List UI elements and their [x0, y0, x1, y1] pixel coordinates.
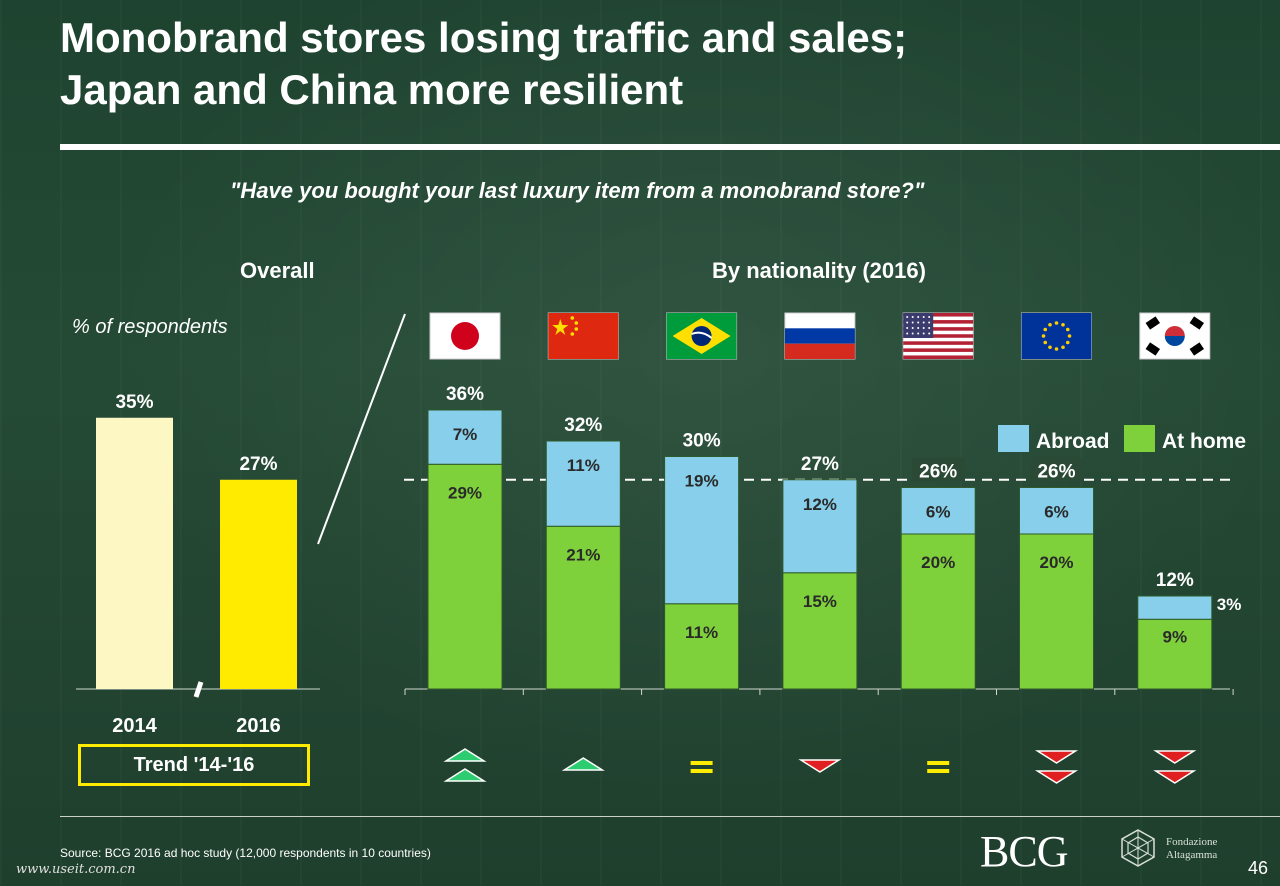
flag-eu-icon: [1021, 312, 1092, 360]
nationality-chart: 29% 7% 36% 21% 11% 32% 11% 19% 30% 15% 12% 27% 20% 6%…: [404, 384, 1241, 695]
bar-at-home-Russia: [782, 572, 858, 690]
trend-down-icon: [1034, 750, 1079, 764]
axis-break-mark: [193, 681, 204, 698]
overall-category-label: 2014: [112, 715, 157, 737]
total-value-label: 26%: [919, 462, 957, 483]
trend-equal-icon: [690, 769, 713, 773]
trend-down-icon: [1153, 750, 1197, 764]
trend-equal-icon: [927, 761, 950, 765]
fondazione-logo: Fondazione Altagamma: [1166, 836, 1218, 861]
bar-abroad-Russia: [782, 479, 858, 574]
source-note: Source: BCG 2016 ad hoc study (12,000 re…: [60, 846, 431, 860]
at-home-value-label: 20%: [1039, 553, 1073, 572]
trend-up-icon: [561, 757, 605, 771]
trend-row: [443, 748, 1197, 784]
abroad-value-label: 12%: [803, 495, 837, 514]
at-home-value-label: 11%: [685, 623, 718, 642]
overall-heading: Overall: [240, 258, 315, 283]
bar-at-home-Brazil: [664, 603, 740, 690]
chart-legend: Abroad At home: [998, 425, 1246, 453]
survey-question: "Have you bought your last luxury item f…: [230, 178, 925, 203]
unit-note: % of respondents: [72, 316, 228, 338]
overall-value-label: 27%: [239, 454, 277, 475]
total-value-label: 30%: [683, 431, 721, 452]
connector-line: [317, 313, 406, 545]
total-value-label: 36%: [446, 384, 484, 405]
nationality-heading: By nationality (2016): [712, 258, 926, 283]
watermark: www.useit.com.cn: [16, 862, 136, 877]
trend-label: Trend '14-'16: [133, 753, 255, 776]
trend-down-icon: [798, 759, 842, 773]
page-title: Monobrand stores losing traffic and sale…: [60, 12, 907, 116]
flag-japan-icon: [429, 312, 501, 360]
bar-abroad-Japan: [427, 409, 503, 465]
total-label-bg: [1030, 457, 1083, 482]
bar-at-home-USA: [900, 533, 976, 690]
total-value-label: 32%: [564, 415, 602, 436]
total-value-label: 27%: [801, 454, 839, 475]
flag-row: [429, 312, 1211, 360]
title-line-1: Monobrand stores losing traffic and sale…: [60, 14, 908, 61]
abroad-value-label: 19%: [685, 472, 719, 491]
bar-abroad-Brazil: [664, 456, 740, 605]
bar-at-home-China: [545, 525, 621, 690]
legend-swatch-at-home: [1124, 425, 1155, 452]
legend-swatch-abroad: [998, 425, 1029, 452]
bcg-logo: BCG: [980, 827, 1068, 876]
overall-chart: 35% 2014 27% 2016: [76, 313, 406, 737]
trend-up-icon: [443, 768, 487, 782]
legend-label-abroad: Abroad: [1036, 430, 1110, 453]
total-label-bg: [912, 457, 965, 482]
trend-down-icon: [1153, 770, 1197, 784]
trend-up-icon: [443, 748, 487, 762]
abroad-value-label: 7%: [453, 425, 478, 444]
trend-down-icon: [1034, 770, 1079, 784]
abroad-value-label: 11%: [567, 456, 600, 475]
overall-category-label: 2016: [236, 715, 281, 737]
bar-at-home-Japan: [427, 463, 503, 690]
overall-value-label: 35%: [115, 392, 153, 413]
trend-equal-icon: [927, 769, 950, 773]
flag-china-icon: [547, 312, 619, 360]
bar-abroad-EU: [1019, 487, 1094, 535]
bar-abroad-USA: [900, 487, 976, 535]
flag-russia-icon: [784, 312, 856, 360]
trend-equal-icon: [690, 761, 713, 765]
overall-bar-2014: [96, 417, 173, 689]
at-home-value-label: 20%: [921, 553, 955, 572]
title-line-2: Japan and China more resilient: [60, 66, 684, 113]
bar-at-home-EU: [1019, 533, 1094, 690]
abroad-value-label: 6%: [926, 503, 951, 522]
overall-bar-2016: [220, 479, 297, 689]
bar-abroad-China: [545, 440, 621, 527]
abroad-value-label: 6%: [1044, 503, 1069, 522]
total-value-label: 12%: [1156, 570, 1194, 591]
flag-brazil-icon: [666, 312, 738, 360]
flag-usa-icon: [902, 312, 974, 360]
trend-label-box: Trend '14-'16: [78, 744, 310, 786]
total-value-label: 26%: [1037, 462, 1075, 483]
at-home-value-label: 21%: [566, 545, 600, 564]
at-home-value-label: 29%: [448, 483, 482, 502]
bar-abroad-South Korea: [1137, 595, 1213, 620]
legend-label-at-home: At home: [1162, 430, 1246, 453]
page-number: 46: [1247, 858, 1268, 878]
title-divider: [60, 144, 1280, 150]
at-home-value-label: 15%: [803, 592, 837, 611]
abroad-value-label: 3%: [1217, 595, 1242, 614]
flag-south-korea-icon: [1139, 312, 1211, 360]
fondazione-logo-icon: [1121, 829, 1155, 867]
at-home-value-label: 9%: [1163, 627, 1188, 646]
bar-at-home-South Korea: [1137, 618, 1213, 690]
footer-divider: [60, 816, 1280, 817]
